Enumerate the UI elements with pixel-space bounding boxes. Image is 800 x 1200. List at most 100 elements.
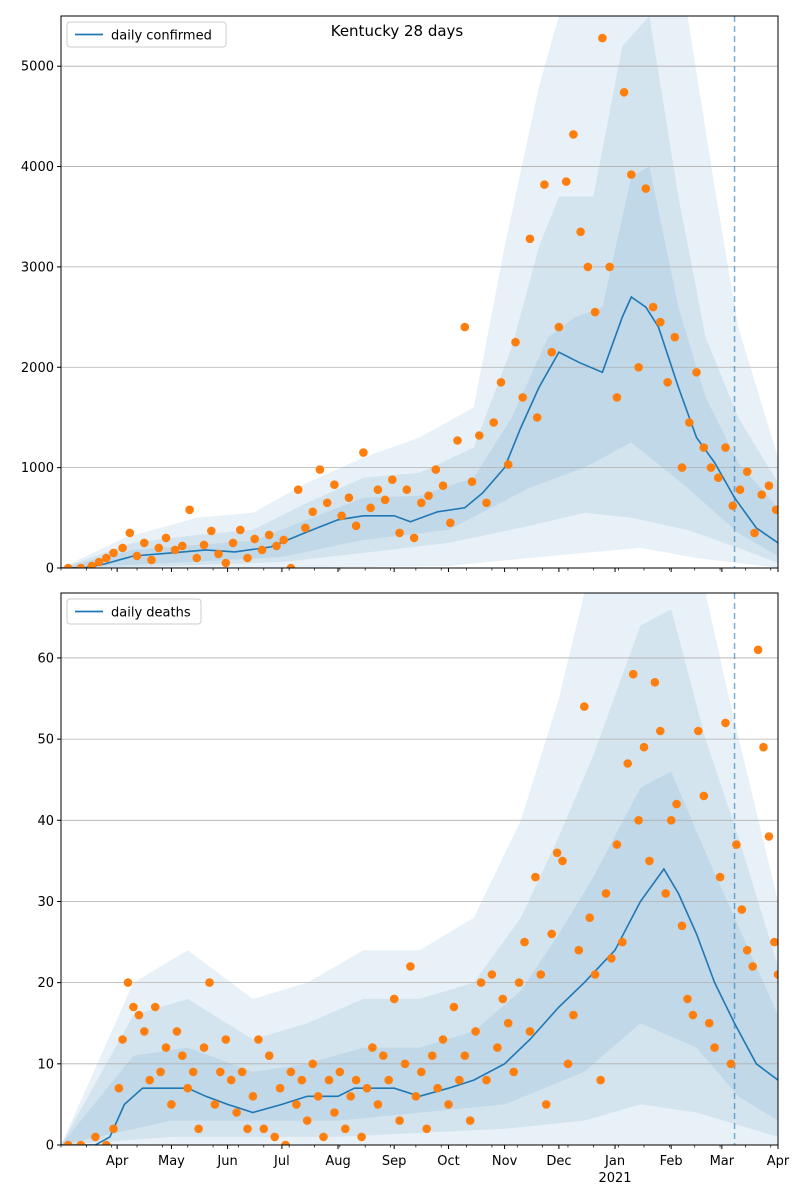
confirmed-data-point (576, 227, 585, 237)
confirmed-data-point (395, 528, 404, 538)
deaths-data-point (503, 1018, 513, 1028)
confirmed-data-point (518, 393, 527, 402)
confirmed-data-point (337, 511, 346, 521)
confirmed-series-line (61, 295, 778, 568)
confirmed-data-point (243, 553, 252, 563)
deaths-data-point (140, 1027, 149, 1036)
confirmed-data-point (250, 534, 259, 544)
deaths-data-point (199, 1043, 209, 1052)
deaths-data-point (254, 1035, 263, 1044)
deaths-data-point (427, 1051, 437, 1060)
deaths-data-point (525, 1027, 535, 1036)
confirmed-data-point (496, 378, 506, 387)
confirmed-data-point (308, 507, 318, 517)
deaths-data-point (118, 1035, 127, 1044)
deaths-data-point (389, 994, 399, 1004)
deaths-data-point (324, 1075, 334, 1085)
confirmed-y-tick-label: 0 (46, 562, 54, 577)
deaths-data-point (623, 759, 632, 768)
deaths-data-point (618, 937, 627, 947)
confirmed-data-point (170, 545, 180, 555)
confirmed-data-point (409, 533, 419, 543)
deaths-data-point (91, 1132, 100, 1142)
confirmed-data-point (764, 481, 774, 491)
confirmed-data-point (147, 555, 156, 565)
confirmed-data-point (475, 431, 484, 440)
confirmed-data-point (554, 322, 564, 332)
deaths-y-tick-label: 50 (37, 733, 54, 748)
confirmed-data-point (511, 337, 520, 347)
confirmed-data-point (467, 477, 477, 487)
confirmed-data-point (612, 393, 622, 402)
deaths-data-point (612, 840, 622, 849)
deaths-data-point (351, 1075, 361, 1085)
deaths-x-tick-label: Jul (273, 1154, 290, 1169)
deaths-data-point (63, 1140, 73, 1145)
confirmed-data-point (359, 448, 368, 457)
deaths-data-point (433, 1083, 442, 1093)
deaths-x-tick-label: Sep (382, 1154, 407, 1169)
deaths-data-point (286, 1067, 296, 1077)
deaths-data-point (677, 921, 687, 931)
deaths-data-point (541, 1100, 551, 1109)
confirmed-data-point (699, 443, 709, 452)
deaths-data-point (493, 1043, 502, 1052)
deaths-data-point (683, 994, 692, 1004)
confirmed-data-point (373, 485, 383, 495)
deaths-data-point (487, 970, 497, 979)
confirmed-data-point (670, 332, 680, 342)
confirmed-y-tick-label: 1000 (21, 461, 54, 476)
deaths-data-point (167, 1100, 176, 1109)
confirmed-data-point (257, 545, 267, 555)
deaths-data-point (585, 913, 594, 922)
confirmed-data-point (351, 521, 361, 531)
confirmed-data-point (750, 528, 759, 538)
deaths-data-point (460, 1051, 470, 1060)
deaths-data-point (656, 726, 665, 736)
confirmed-legend: daily confirmed (66, 21, 227, 48)
confirmed-data-point (627, 170, 636, 179)
deaths-data-point (134, 1010, 144, 1020)
confirmed-data-point (228, 538, 238, 548)
deaths-data-point (313, 1092, 323, 1101)
deaths-data-point (558, 856, 567, 866)
deaths-data-point (275, 1083, 285, 1093)
deaths-y-tick-label: 10 (37, 1057, 54, 1072)
confirmed-data-point (199, 540, 209, 550)
confirmed-data-point (178, 541, 187, 551)
deaths-data-point (406, 962, 415, 971)
confirmed-data-point (87, 561, 97, 568)
deaths-data-point (580, 702, 589, 711)
confirmed-data-point (214, 549, 223, 559)
confirmed-data-point (714, 473, 723, 483)
confirmed-data-point (525, 234, 535, 244)
confirmed-data-point (605, 262, 614, 272)
deaths-data-point (764, 832, 774, 841)
deaths-data-point (737, 905, 747, 914)
confirmed-data-point (424, 491, 433, 501)
confirmed-data-point (692, 368, 701, 377)
deaths-data-point (281, 1140, 290, 1145)
deaths-data-point (509, 1067, 518, 1077)
deaths-data-point (531, 872, 540, 882)
confirmed-data-point (286, 563, 296, 568)
deaths-data-point (465, 1116, 475, 1125)
deaths-data-point (183, 1083, 192, 1093)
confirmed-data-point (272, 541, 281, 551)
confirmed-data-point (728, 501, 737, 511)
deaths-data-point (748, 962, 757, 971)
deaths-data-point (210, 1100, 220, 1109)
confirmed-data-point (161, 533, 171, 543)
confirmed-data-point (706, 463, 716, 472)
deaths-data-point (270, 1132, 280, 1142)
deaths-x-tick-label: Apr (767, 1154, 790, 1169)
deaths-data-point (264, 1051, 274, 1060)
deaths-data-point (694, 726, 703, 736)
confirmed-data-point (721, 443, 730, 452)
confirmed-data-point (94, 557, 104, 567)
deaths-data-point (226, 1075, 236, 1085)
deaths-data-point (330, 1108, 339, 1117)
deaths-data-point (172, 1027, 182, 1036)
deaths-x-tick-label: Mar (710, 1154, 735, 1169)
confirmed-data-point (446, 518, 455, 528)
